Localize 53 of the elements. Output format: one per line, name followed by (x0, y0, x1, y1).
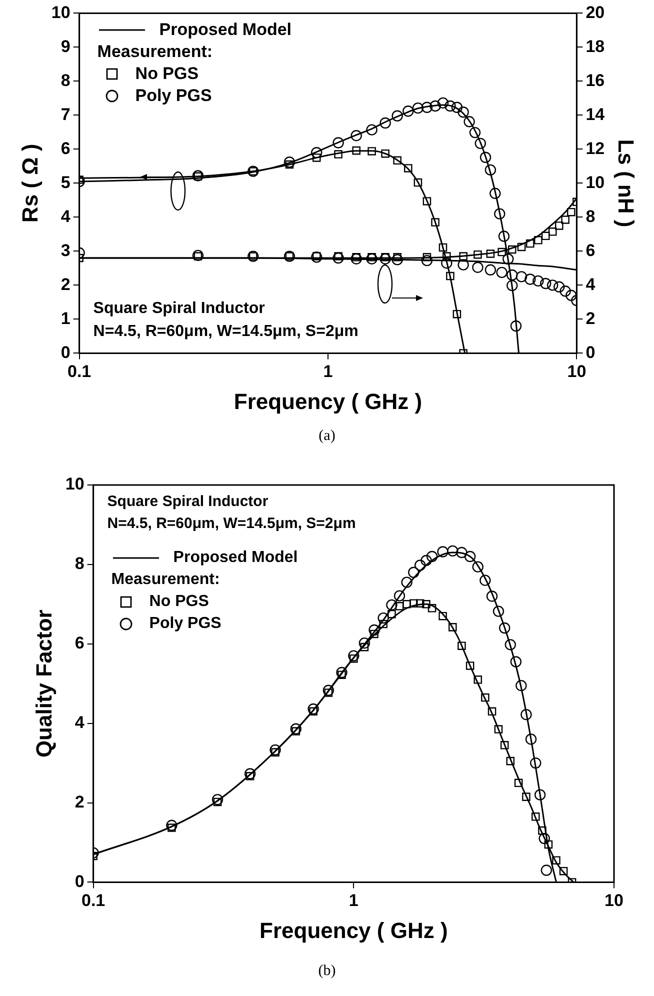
y-tick-label: 0 (60, 342, 70, 362)
x-tick-label: 0.1 (67, 362, 92, 382)
y2-tick-label: 20 (586, 2, 605, 22)
legend-label: Proposed Model (159, 20, 292, 40)
y-axis-title: Quality Factor (31, 609, 56, 758)
y2-tick-label: 12 (586, 138, 605, 158)
x-tick-label: 1 (348, 891, 358, 910)
legend-label: Proposed Model (173, 549, 298, 567)
y-tick-label: 8 (74, 554, 84, 574)
legend-label: No PGS (149, 593, 209, 611)
y-tick-label: 6 (60, 138, 70, 158)
y2-tick-label: 6 (586, 240, 596, 260)
annotation: Square Spiral Inductor (107, 492, 270, 512)
y2-tick-label: 14 (586, 104, 606, 124)
legend-title: Measurement: (97, 41, 214, 64)
y-tick-label: 10 (51, 2, 70, 22)
x-tick-label: 1 (323, 362, 333, 382)
legend-label: Poly PGS (149, 615, 222, 633)
x-tick-label: 10 (604, 891, 624, 910)
legend-label: No PGS (135, 64, 199, 84)
y2-axis-title: Ls ( nH ) (614, 139, 639, 228)
y-axis-title: Rs ( Ω ) (17, 144, 42, 223)
y-tick-label: 3 (60, 240, 70, 260)
legend-title: Measurement: (111, 570, 221, 590)
y2-tick-label: 16 (586, 70, 605, 90)
y-tick-label: 4 (60, 206, 71, 226)
y-tick-label: 6 (74, 634, 84, 653)
y-tick-label: 7 (60, 104, 70, 124)
legend-label: Poly PGS (135, 86, 212, 106)
y-tick-label: 2 (60, 274, 70, 294)
y2-tick-label: 0 (586, 342, 596, 362)
x-axis-title: Frequency ( GHz ) (260, 918, 448, 943)
x-tick-label: 10 (567, 362, 586, 382)
y-tick-label: 1 (60, 308, 70, 328)
y-tick-label: 9 (60, 36, 70, 56)
y-tick-label: 4 (74, 713, 85, 732)
y2-tick-label: 4 (586, 274, 596, 294)
y-tick-label: 5 (60, 172, 70, 192)
y-tick-label: 0 (74, 872, 84, 891)
text: (b) (317, 963, 337, 980)
y-tick-label: 2 (74, 792, 84, 812)
annotation: Square Spiral Inductor (93, 299, 266, 320)
annotation: N=4.5, R=60μm, W=14.5μm, S=2μm (93, 322, 358, 342)
y2-tick-label: 18 (586, 36, 605, 56)
x-axis-title: Frequency ( GHz ) (234, 388, 422, 414)
y2-tick-label: 10 (586, 172, 605, 192)
x-tick-label: 0.1 (81, 891, 106, 910)
annotation: N=4.5, R=60μm, W=14.5μm, S=2μm (107, 514, 356, 534)
y-tick-label: 8 (60, 70, 70, 90)
text: (a) (318, 428, 336, 445)
y2-tick-label: 8 (586, 206, 596, 226)
y-tick-label: 10 (65, 474, 84, 494)
y2-tick-label: 2 (586, 308, 596, 328)
